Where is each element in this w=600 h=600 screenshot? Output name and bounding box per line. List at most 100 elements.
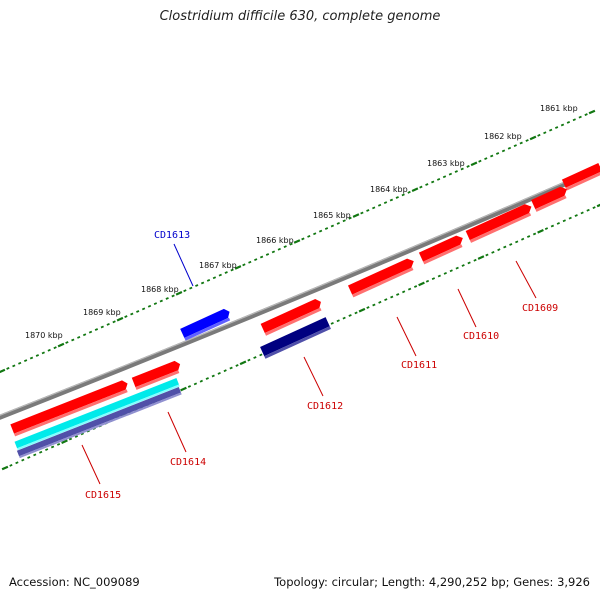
outer-tick xyxy=(425,183,429,186)
outer-tick xyxy=(6,366,10,370)
inner-tick xyxy=(425,279,430,283)
inner-tick xyxy=(330,321,334,325)
gene-cd1611-small-arrow[interactable] xyxy=(418,233,466,265)
inner-tick xyxy=(366,306,370,309)
outer-tick xyxy=(484,157,488,161)
outer-tick xyxy=(130,312,134,316)
outer-tick xyxy=(324,227,329,230)
outer-tick xyxy=(560,123,565,127)
outer-tick xyxy=(141,307,146,311)
inner-tick xyxy=(56,442,61,446)
gene-label-cd1611[interactable]: CD1611 xyxy=(401,360,437,371)
outer-tick xyxy=(513,144,517,148)
inner-tick xyxy=(431,277,436,281)
gene-cd1612-forward-arrow[interactable] xyxy=(260,297,325,336)
outer-tick xyxy=(224,271,228,274)
outer-tick xyxy=(259,255,264,259)
outer-tick xyxy=(283,245,287,249)
inner-tick xyxy=(407,287,412,291)
outer-tick xyxy=(165,297,169,300)
outer-tick xyxy=(159,299,163,303)
inner-tick xyxy=(562,219,566,223)
outer-tick xyxy=(411,187,419,193)
outer-tick xyxy=(377,203,382,207)
gene-label-cd1613[interactable]: CD1613 xyxy=(154,230,190,241)
gene-cd1614-forward-arrow[interactable] xyxy=(131,359,183,390)
gene-label-cd1612[interactable]: CD1612 xyxy=(307,401,343,412)
inner-tick xyxy=(537,228,544,234)
inner-tick xyxy=(15,461,19,465)
inner-tick xyxy=(592,206,596,210)
kbp-label-1864: 1864 kbp xyxy=(370,185,408,194)
outer-tick xyxy=(448,172,453,176)
inner-tick xyxy=(509,243,513,246)
outer-tick xyxy=(23,359,28,363)
outer-tick xyxy=(470,161,478,167)
inner-tick xyxy=(74,435,79,438)
outer-tick xyxy=(112,320,116,324)
inner-tick xyxy=(418,281,425,287)
gene-cd1615[interactable] xyxy=(16,386,182,459)
gene-label-cd1615[interactable]: CD1615 xyxy=(85,490,121,501)
outer-tick xyxy=(407,190,411,194)
outer-tick xyxy=(313,232,317,236)
gene-cd1615-forward-arrow[interactable] xyxy=(10,379,130,437)
gene-leader-lines xyxy=(81,243,537,485)
inner-tick xyxy=(461,264,465,267)
outer-tick xyxy=(41,351,45,355)
inner-tick xyxy=(455,266,459,270)
outer-tick xyxy=(566,120,571,124)
outer-tick xyxy=(495,152,500,155)
outer-tick xyxy=(318,229,323,233)
inner-tick xyxy=(372,303,376,307)
outer-tick xyxy=(153,302,158,306)
gene-cd1613[interactable] xyxy=(180,307,233,341)
outer-tick xyxy=(389,198,394,202)
gene-label-cd1610[interactable]: CD1610 xyxy=(463,331,499,342)
inner-tick xyxy=(574,214,578,217)
gene-label-cd1614[interactable]: CD1614 xyxy=(170,457,206,468)
outer-tick xyxy=(454,170,458,173)
accession-label: Accession: NC_009089 xyxy=(9,575,140,589)
outer-tick xyxy=(372,206,376,210)
inner-tick xyxy=(259,353,263,357)
kbp-label-1863: 1863 kbp xyxy=(427,159,465,168)
outer-tick xyxy=(230,268,234,272)
outer-tick xyxy=(395,196,399,199)
inner-tick xyxy=(253,356,257,359)
inner-tick xyxy=(532,232,537,236)
gene-cd1609-upper-arrow[interactable] xyxy=(561,162,600,191)
inner-tick xyxy=(348,314,352,317)
outer-tick xyxy=(124,315,128,319)
kbp-label-1862: 1862 kbp xyxy=(484,132,522,141)
outer-tick xyxy=(301,237,305,241)
inner-tick xyxy=(180,386,187,392)
outer-tick xyxy=(572,118,576,122)
gene-cd1610-arrow[interactable] xyxy=(465,202,535,243)
inner-tick xyxy=(80,432,84,436)
gene-cd1612[interactable] xyxy=(260,317,331,359)
inner-tick xyxy=(354,311,358,315)
outer-tick xyxy=(195,284,199,287)
inner-tick xyxy=(247,358,251,362)
outer-tick xyxy=(206,278,211,282)
outer-tick xyxy=(234,265,242,270)
gene-cd1611-arrow[interactable] xyxy=(347,257,417,298)
kbp-label-1861: 1861 kbp xyxy=(540,104,578,113)
inner-tick xyxy=(503,245,507,249)
outer-tick xyxy=(106,322,110,326)
inner-tick xyxy=(205,377,209,380)
inner-tick xyxy=(223,369,227,373)
outer-tick xyxy=(360,211,364,215)
gene-cd1609-arrow[interactable] xyxy=(531,185,570,212)
leader-cd1612 xyxy=(303,356,324,397)
gene-label-cd1609[interactable]: CD1609 xyxy=(522,303,558,314)
inner-tick xyxy=(239,360,247,366)
kbp-label-1870: 1870 kbp xyxy=(25,331,63,340)
inner-tick xyxy=(396,293,400,296)
gene-cd1614[interactable] xyxy=(14,378,180,451)
outer-tick xyxy=(29,356,34,360)
leader-cd1614 xyxy=(167,411,187,453)
